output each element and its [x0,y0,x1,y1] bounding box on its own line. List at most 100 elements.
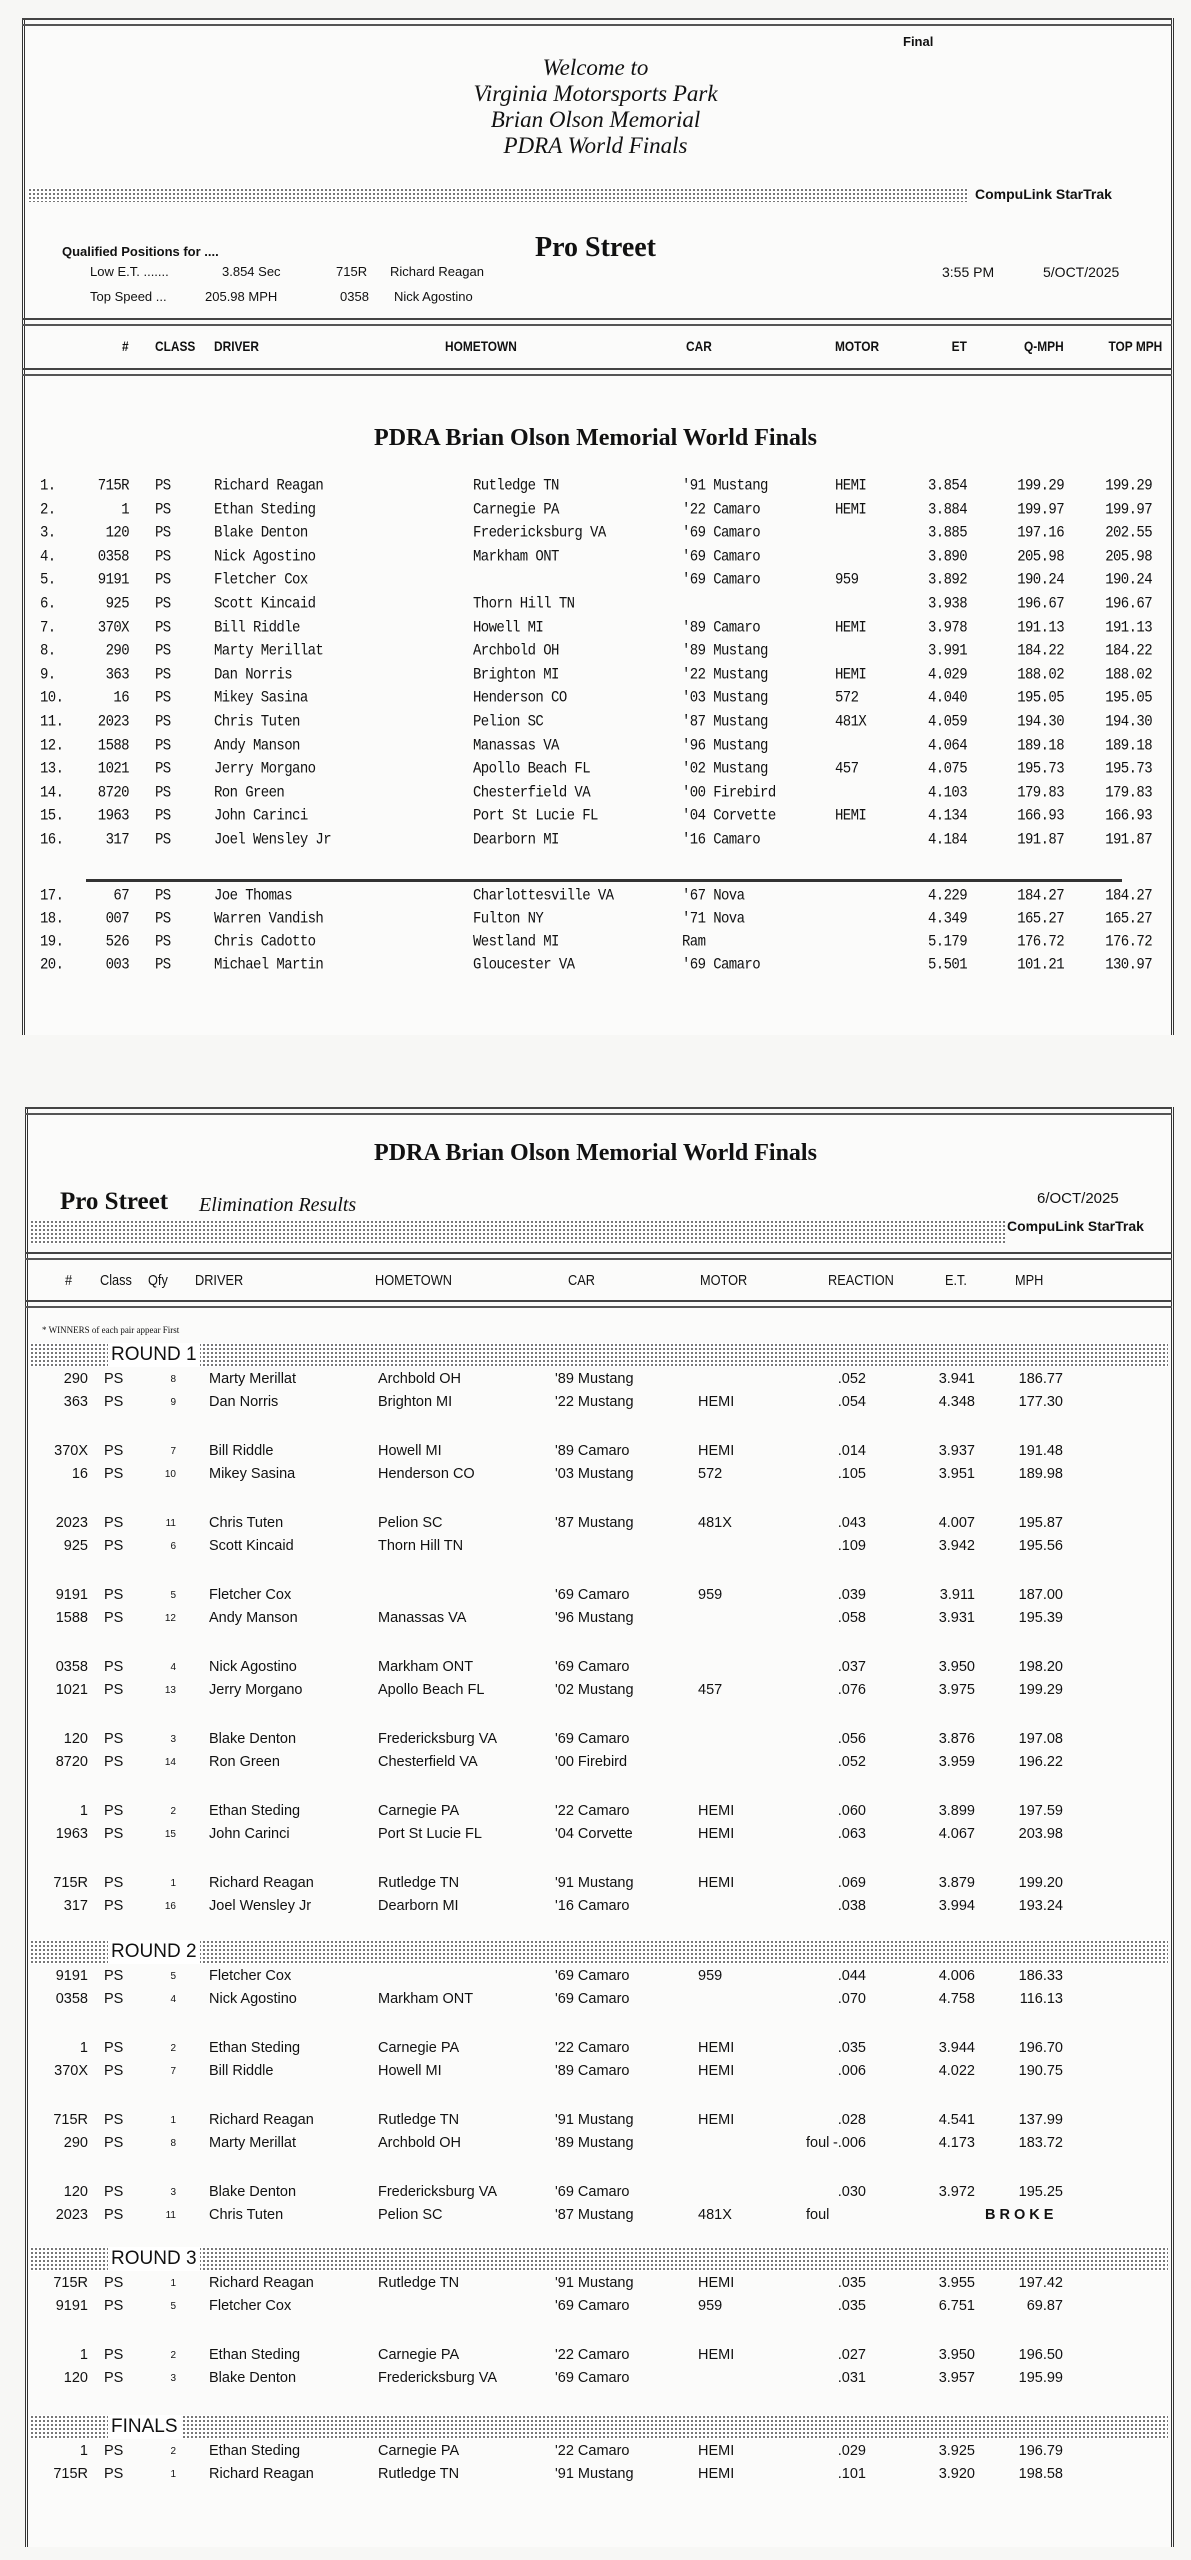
mph: 196.22 [1018,1754,1063,1770]
car: '89 Mustang [555,1371,634,1387]
low-et-num: 715R [336,264,368,279]
table-row: 4. 0358 PS Nick Agostino Markham ONT '69 Cama… [0,547,1191,571]
driver: Marty Merillat [209,1371,297,1387]
top-mph: 165.27 [1105,909,1152,929]
top-mph: 166.93 [1105,807,1152,826]
car-number: 1588 [97,736,130,755]
round-label: FINALS [108,2416,181,2438]
elapsed-time: 3.975 [938,1682,975,1698]
class: PS [155,932,171,952]
hometown: Rutledge TN [378,2112,460,2128]
position: 5. [40,571,56,590]
top-mph: 205.98 [1105,547,1152,566]
table-row: 1. 715R PS Richard Reagan Rutledge TN '91 Mus… [0,476,1191,500]
hometown: Apollo Beach FL [378,1682,485,1698]
car: '89 Mustang [682,641,768,661]
hometown: Chesterfield VA [473,783,591,802]
class: PS [104,1991,124,2007]
car-number: 925 [63,1538,88,1554]
motor: HEMI [698,2347,735,2363]
car-number: 363 [105,665,130,684]
qualifying-position: 16 [164,1901,176,1912]
car-number: 925 [105,594,130,614]
foul-indicator: foul [806,2207,830,2223]
class: PS [104,2112,124,2128]
et: 5.179 [927,932,968,952]
top-mph: 184.22 [1105,641,1152,661]
qualifying-position: 4 [170,1662,176,1673]
hometown: Port St Lucie FL [473,807,598,826]
qualifying-position: 4 [170,1994,176,2005]
qualifying-position: 2 [170,2350,176,2361]
mph: 195.25 [1018,2184,1063,2200]
reaction-time: .044 [837,1968,866,1984]
car-number: 0358 [55,1659,88,1675]
motor: HEMI [698,2275,735,2291]
table-row: 19. 526 PS Chris Cadotto Westland MI Ram 5.179… [0,932,1191,956]
motor: HEMI [835,500,867,519]
column-header: MPH [1015,1272,1044,1289]
position: 16. [40,830,64,850]
column-header: TOP MPH [1108,338,1162,354]
qualifying-mph: 205.98 [1017,547,1064,566]
class: PS [155,547,171,566]
motor: HEMI [698,1875,735,1891]
class: PS [104,1659,124,1675]
top-border [22,18,1172,26]
qualifying-sheet [22,18,1174,1035]
elapsed-time: 3.920 [938,2466,975,2482]
class: PS [104,1875,124,1891]
et: 4.103 [927,783,968,802]
car-number: 715R [53,2275,88,2291]
table-row: 9. 363 PS Dan Norris Brighton MI '22 Mustang H… [0,665,1191,689]
table-row: 370X PS 7 Bill Riddle Howell MI '89 Camaro HEM… [0,2063,1191,2085]
round-header: ROUND 3 [30,2247,1168,2271]
class: PS [104,2184,124,2200]
elapsed-time: 3.951 [938,1466,975,1482]
class: PS [155,759,171,779]
hometown: Archbold OH [378,2135,462,2151]
motor: 959 [698,2298,723,2314]
position: 12. [40,736,64,755]
mph: 195.99 [1018,2370,1063,2386]
qualifying-position: 3 [170,2373,176,2384]
top-mph: 196.67 [1105,594,1152,614]
qualifying-mph: 195.73 [1017,759,1064,779]
dotted-band [28,188,968,202]
qualifying-position: 9 [170,1397,176,1408]
car-number: 16 [113,689,129,708]
column-header: CLASS [155,338,196,354]
hometown: Pelion SC [473,712,544,732]
qualifying-position: 8 [170,2138,176,2149]
hometown: Charlottesville VA [473,886,614,906]
car: '22 Mustang [555,1394,634,1410]
top-mph: 130.97 [1105,955,1152,975]
reaction-time: .037 [837,1659,866,1675]
car-number: 526 [105,932,130,952]
column-header: REACTION [828,1272,894,1289]
car: '69 Camaro [555,1731,630,1747]
table-row: 11. 2023 PS Chris Tuten Pelion SC '87 Mustang… [0,712,1191,736]
reaction-time: .058 [837,1610,866,1626]
class: PS [104,1610,124,1626]
table-row: 370X PS 7 Bill Riddle Howell MI '89 Camaro HEM… [0,1443,1191,1465]
et: 3.854 [927,476,968,496]
class: PS [104,2370,124,2386]
et: 4.059 [927,712,968,732]
table-row: 1 PS 2 Ethan Steding Carnegie PA '22 Camaro HE… [0,2040,1191,2062]
driver: Chris Cadotto [214,932,316,952]
round-header: ROUND 1 [30,1343,1168,1367]
class: PS [155,641,171,661]
motor: 481X [835,712,867,732]
hometown: Markham ONT [378,1659,474,1675]
class: PS [155,594,171,614]
mph: 197.08 [1018,1731,1063,1747]
hometown: Carnegie PA [378,1803,460,1819]
class: PS [155,783,171,802]
class-title: Pro Street [534,232,657,263]
qualifying-mph: 194.30 [1017,712,1064,732]
top-mph: 179.83 [1105,783,1152,802]
qualifying-mph: 195.05 [1017,689,1064,708]
qualifying-position: 5 [170,1590,176,1601]
qualifying-position: 12 [164,1613,176,1624]
